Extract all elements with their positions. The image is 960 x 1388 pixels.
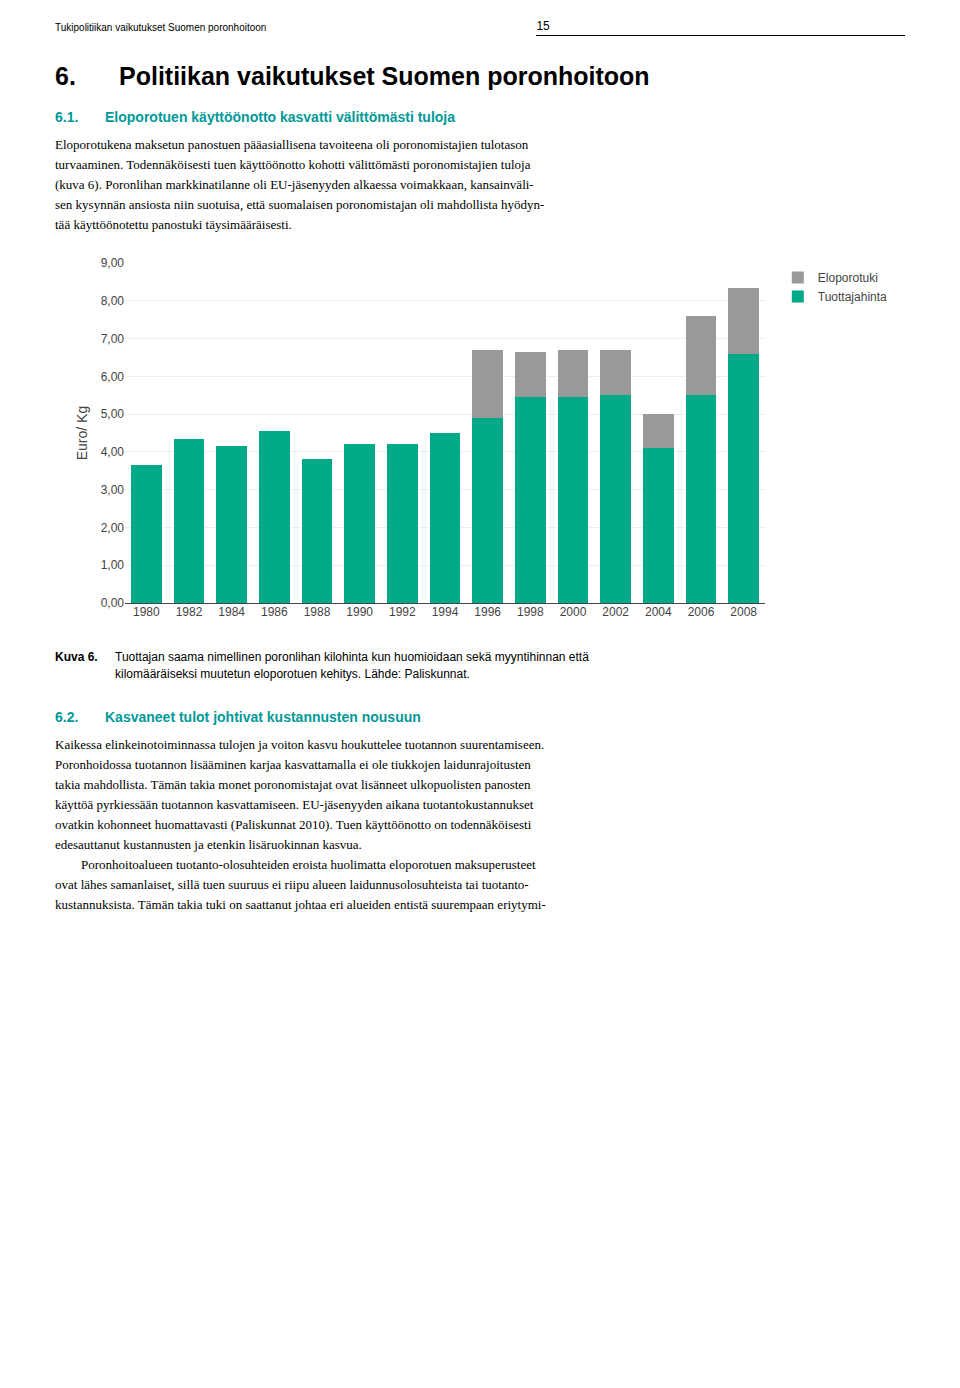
- html-text:6.: 6.: [55, 62, 76, 90]
- svg-text:3,00: 3,00: [101, 483, 125, 497]
- svg-text:0,00: 0,00: [101, 596, 125, 610]
- html-text:takia mahdollista. Tämän takia: takia mahdollista. Tämän takia monet por…: [55, 777, 531, 792]
- svg-text:2002: 2002: [602, 605, 629, 619]
- svg-text:1990: 1990: [346, 605, 373, 619]
- svg-text:2004: 2004: [645, 605, 672, 619]
- svg-text:Eloporotuki: Eloporotuki: [818, 271, 878, 285]
- html-text:Poronhoitoalueen tuotanto-olos: Poronhoitoalueen tuotanto-olosuhteiden e…: [55, 857, 536, 872]
- html-text:sen kysynnän ansiosta niin suo: sen kysynnän ansiosta niin suotuisa, ett…: [55, 197, 545, 212]
- svg-text:Euro/ Kg: Euro/ Kg: [74, 406, 90, 460]
- html-text:(kuva 6). Poronlihan markkinat: (kuva 6). Poronlihan markkinatilanne oli…: [55, 177, 534, 192]
- svg-text:1,00: 1,00: [101, 558, 125, 572]
- svg-text:8,00: 8,00: [101, 294, 125, 308]
- svg-text:2,00: 2,00: [101, 521, 125, 535]
- svg-text:4,00: 4,00: [101, 445, 125, 459]
- svg-text:1996: 1996: [474, 605, 501, 619]
- html-text:turvaaminen. Todennäköisesti t: turvaaminen. Todennäköisesti tuen käyttö…: [55, 157, 531, 172]
- html-text:kilomääräiseksi muutetun elopo: kilomääräiseksi muutetun eloporotuen keh…: [115, 667, 470, 681]
- svg-text:1986: 1986: [261, 605, 288, 619]
- html-text:ovat lähes samanlaiset, sillä: ovat lähes samanlaiset, sillä tuen suuru…: [55, 877, 529, 892]
- html-text:Kuva 6.: Kuva 6.: [55, 650, 98, 664]
- html-text:Poronhoidossa tuotannon lisääm: Poronhoidossa tuotannon lisääminen karja…: [55, 757, 531, 772]
- html-text:tää käyttöönotettu panostuki t: tää käyttöönotettu panostuki täysimääräi…: [55, 217, 292, 232]
- html-text:Kaikessa elinkeinotoiminnassa: Kaikessa elinkeinotoiminnassa tulojen ja…: [55, 737, 545, 752]
- svg-text:1988: 1988: [304, 605, 331, 619]
- svg-text:1982: 1982: [176, 605, 203, 619]
- html-text:Eloporotukena maksetun panostu: Eloporotukena maksetun panostuen pääasia…: [55, 137, 529, 152]
- html-text:käyttöä pyrkiessään tuotannon: käyttöä pyrkiessään tuotannon kasvattami…: [55, 797, 534, 812]
- svg-text:1998: 1998: [517, 605, 544, 619]
- html-text:kustannuksista. Tämän takia tu: kustannuksista. Tämän takia tuki on saat…: [55, 897, 546, 912]
- svg-text:2000: 2000: [560, 605, 587, 619]
- svg-text:1984: 1984: [218, 605, 245, 619]
- svg-text:Tuottajahinta: Tuottajahinta: [818, 290, 887, 304]
- svg-text:1994: 1994: [432, 605, 459, 619]
- html-text:Eloporotuen käyttöönotto kasva: Eloporotuen käyttöönotto kasvatti välitt…: [105, 109, 455, 125]
- svg-text:6,00: 6,00: [101, 370, 125, 384]
- html-text:Tuottajan saama nimellinen por: Tuottajan saama nimellinen poronlihan ki…: [115, 650, 589, 664]
- svg-text:7,00: 7,00: [101, 332, 125, 346]
- svg-text:2006: 2006: [688, 605, 715, 619]
- svg-text:5,00: 5,00: [101, 407, 125, 421]
- html-text:Tukipolitiikan vaikutukset Suo: Tukipolitiikan vaikutukset Suomen poronh…: [55, 21, 267, 33]
- html-text:6.1.: 6.1.: [55, 109, 79, 125]
- html-text:6.2.: 6.2.: [55, 709, 79, 725]
- svg-text:1980: 1980: [133, 605, 160, 619]
- svg-text:2008: 2008: [730, 605, 757, 619]
- html-text:15: 15: [536, 18, 550, 33]
- html-text:edesauttanut kustannusten ja e: edesauttanut kustannusten ja etenkin lis…: [55, 837, 362, 852]
- svg-text:9,00: 9,00: [101, 256, 125, 270]
- html-text:Politiikan vaikutukset Suomen: Politiikan vaikutukset Suomen poronhoito…: [119, 62, 650, 90]
- html-text:Kasvaneet tulot johtivat kusta: Kasvaneet tulot johtivat kustannusten no…: [105, 709, 421, 725]
- html-text:ovatkin kohonneet huomattavast: ovatkin kohonneet huomattavasti (Palisku…: [55, 817, 532, 832]
- svg-text:1992: 1992: [389, 605, 416, 619]
